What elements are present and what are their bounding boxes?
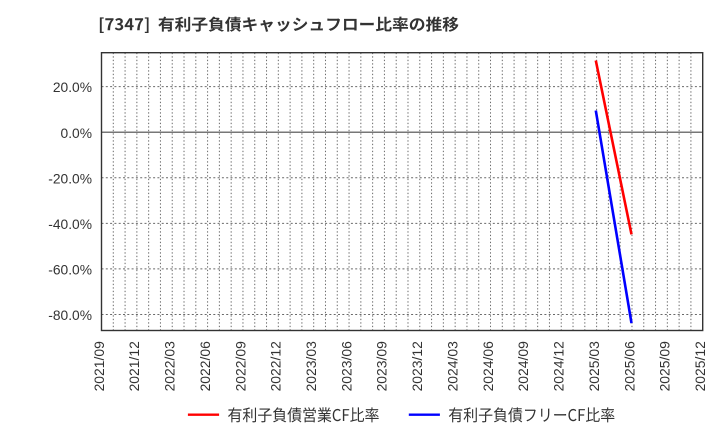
svg-text:2024/09: 2024/09 bbox=[515, 341, 531, 391]
svg-text:2022/09: 2022/09 bbox=[232, 341, 248, 391]
svg-text:2024/06: 2024/06 bbox=[480, 341, 496, 391]
svg-text:-40.0%: -40.0% bbox=[48, 217, 92, 232]
svg-text:2022/03: 2022/03 bbox=[162, 341, 178, 391]
svg-text:2025/09: 2025/09 bbox=[657, 341, 673, 391]
svg-text:2022/06: 2022/06 bbox=[197, 341, 213, 391]
svg-text:2025/06: 2025/06 bbox=[621, 341, 637, 391]
svg-text:2023/03: 2023/03 bbox=[303, 341, 319, 391]
svg-text:2023/09: 2023/09 bbox=[374, 341, 390, 391]
svg-text:2024/03: 2024/03 bbox=[444, 341, 460, 391]
svg-text:-60.0%: -60.0% bbox=[48, 263, 92, 278]
svg-text:2022/12: 2022/12 bbox=[268, 341, 284, 391]
svg-text:2023/06: 2023/06 bbox=[338, 341, 354, 391]
svg-text:2025/12: 2025/12 bbox=[692, 341, 708, 391]
svg-text:2023/12: 2023/12 bbox=[409, 341, 425, 391]
svg-text:2021/12: 2021/12 bbox=[126, 341, 142, 391]
svg-text:2021/09: 2021/09 bbox=[91, 341, 107, 391]
svg-text:2024/12: 2024/12 bbox=[551, 341, 567, 391]
svg-text:0.0%: 0.0% bbox=[61, 126, 92, 141]
svg-text:-80.0%: -80.0% bbox=[48, 308, 92, 323]
svg-text:-20.0%: -20.0% bbox=[48, 171, 92, 186]
svg-text:2025/03: 2025/03 bbox=[586, 341, 602, 391]
svg-text:20.0%: 20.0% bbox=[53, 80, 92, 95]
